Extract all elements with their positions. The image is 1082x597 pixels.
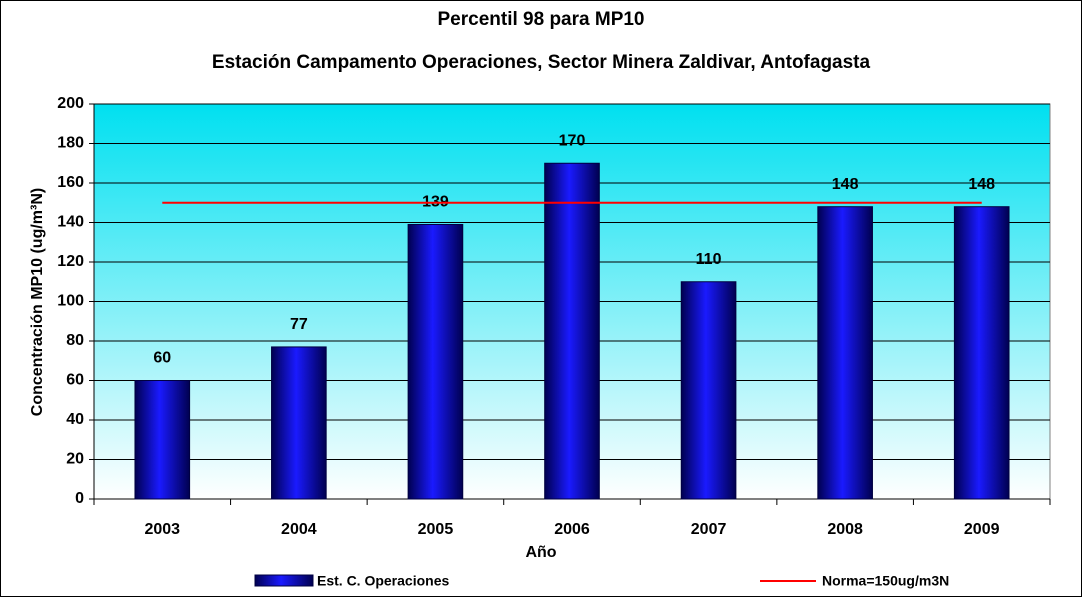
value-label: 148 <box>968 176 995 193</box>
y-tick-label: 80 <box>66 332 84 349</box>
y-tick-label: 60 <box>66 372 84 389</box>
y-tick-label: 160 <box>57 174 84 191</box>
legend-label: Est. C. Operaciones <box>317 573 449 589</box>
y-tick-label: 140 <box>57 214 84 231</box>
y-axis-title: Concentración MP10 (ug/m³N) <box>29 188 46 416</box>
chart-title: Percentil 98 para MP10 <box>438 9 645 30</box>
y-tick-label: 20 <box>66 451 84 468</box>
x-tick-label: 2009 <box>964 521 1000 538</box>
value-label: 60 <box>153 350 171 367</box>
value-label: 170 <box>559 132 586 149</box>
bar <box>680 281 737 500</box>
x-axis-title: Año <box>525 544 556 561</box>
x-tick-label: 2008 <box>827 521 863 538</box>
y-tick-label: 40 <box>66 411 84 428</box>
chart-subtitle: Estación Campamento Operaciones, Sector … <box>212 52 871 73</box>
legend-swatch <box>254 574 314 587</box>
y-tick-label: 0 <box>75 490 84 507</box>
bar <box>407 223 464 500</box>
bar <box>817 206 873 500</box>
bar <box>271 346 327 500</box>
value-label: 77 <box>290 316 308 333</box>
bar <box>134 380 191 500</box>
value-label: 148 <box>832 176 859 193</box>
y-tick-label: 200 <box>57 95 84 112</box>
y-tick-label: 100 <box>57 293 84 310</box>
x-tick-label: 2003 <box>144 521 180 538</box>
x-tick-label: 2006 <box>554 521 590 538</box>
x-tick-label: 2004 <box>281 521 317 538</box>
value-label: 110 <box>696 251 722 268</box>
bar <box>953 206 1010 500</box>
bar <box>544 162 600 500</box>
x-tick-label: 2005 <box>418 521 454 538</box>
y-tick-label: 180 <box>57 135 84 152</box>
x-tick-label: 2007 <box>691 521 727 538</box>
legend-label: Norma=150ug/m3N <box>822 573 949 589</box>
y-tick-label: 120 <box>57 253 84 270</box>
